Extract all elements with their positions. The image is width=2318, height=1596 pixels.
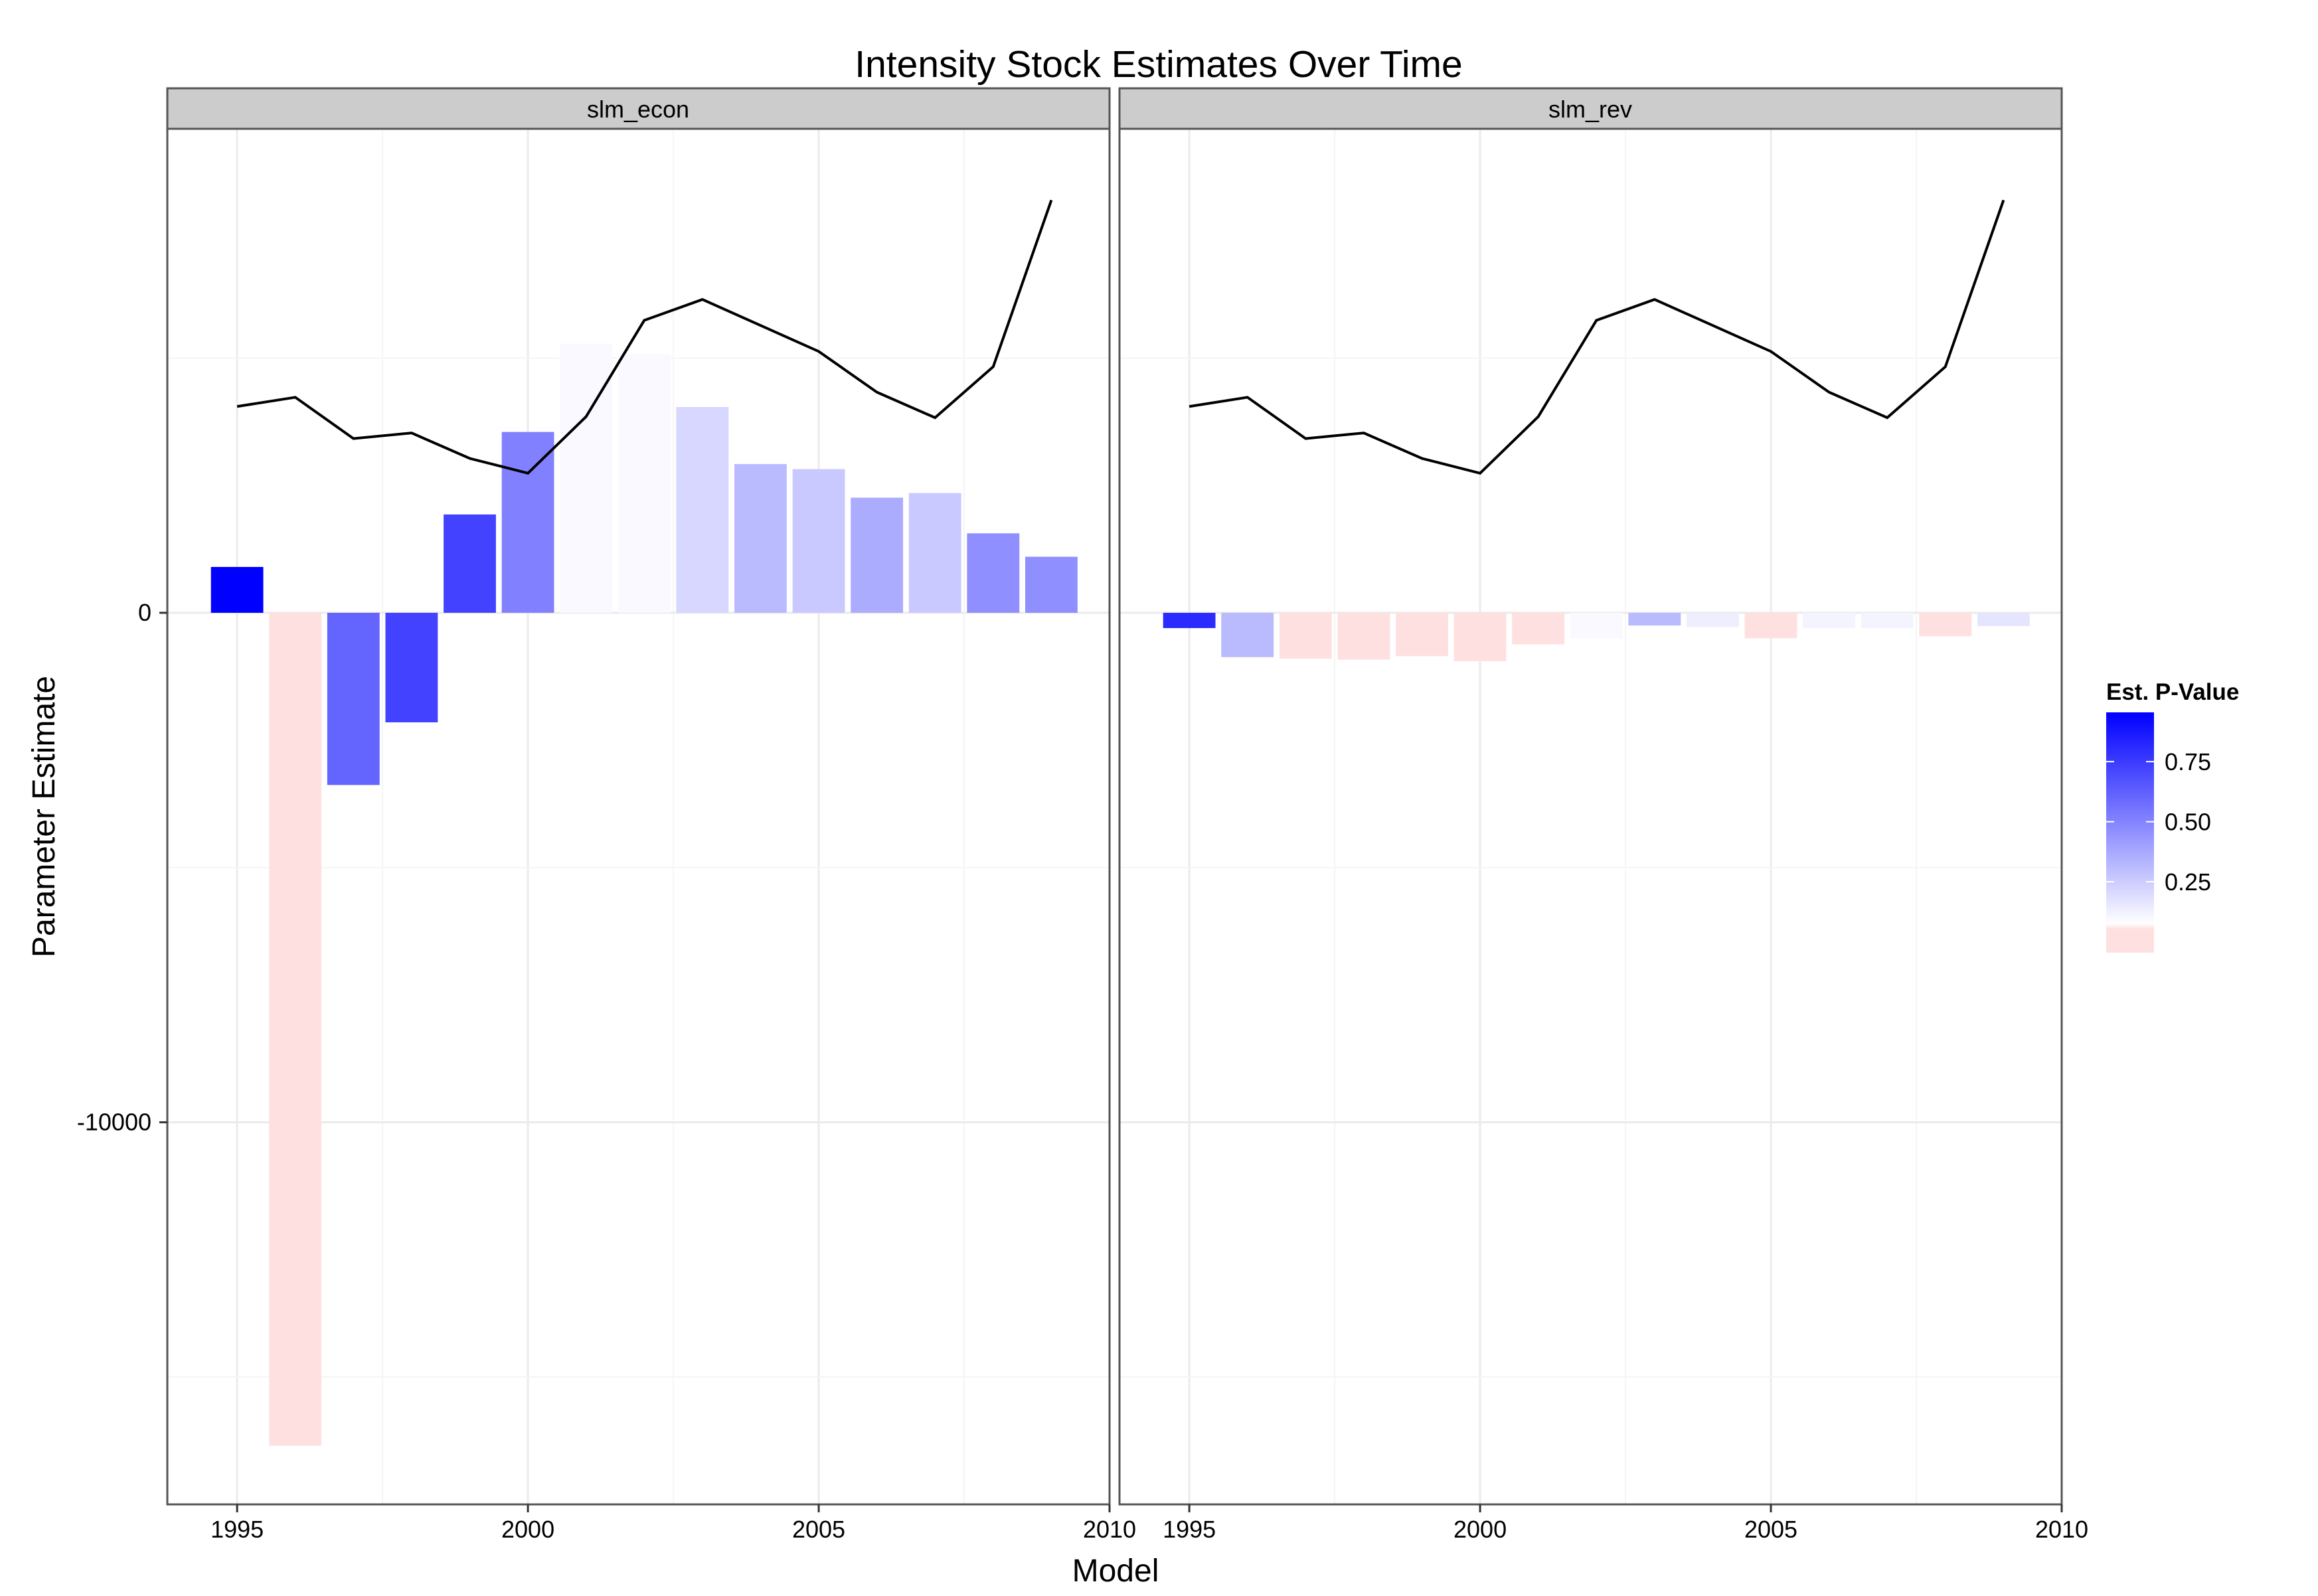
trend-line [1189, 199, 2005, 475]
bar [1919, 613, 1972, 637]
x-axis-ticks: 1995 2000 2005 2010 [210, 1504, 1136, 1543]
bar [1861, 613, 1914, 629]
bar [1744, 613, 1797, 639]
bar [501, 432, 554, 613]
bar [618, 354, 671, 613]
bar [1025, 556, 1078, 613]
bar [1570, 613, 1623, 639]
bar-layer [1163, 613, 2030, 661]
trend-line [236, 199, 1053, 475]
x-tick-label: 2000 [1453, 1516, 1507, 1543]
x-tick-label: 2010 [1083, 1516, 1136, 1543]
legend-tick-label: 0.25 [2165, 868, 2211, 896]
panel-border [166, 127, 1111, 1506]
legend-colorbar [2106, 712, 2154, 953]
x-tick-label: 1995 [210, 1516, 264, 1543]
x-tick-label: 2000 [501, 1516, 554, 1543]
bar [1337, 613, 1390, 660]
bar [1163, 613, 1216, 629]
x-tick-label: 2010 [2035, 1516, 2088, 1543]
x-axis-ticks: 1995 2000 2005 2010 [1163, 1504, 2088, 1543]
bar [1803, 613, 1856, 629]
y-tick-label: 0 [138, 599, 151, 626]
bar [1512, 613, 1565, 645]
bar [908, 493, 961, 613]
bar [385, 613, 438, 723]
bar [444, 514, 496, 613]
line-layer [1189, 199, 2005, 475]
facet-strip [1118, 87, 2063, 130]
facet-panel-slm-econ: slm_econ 1995 2000 2005 2010 [166, 87, 1136, 1543]
x-tick-label: 2005 [1744, 1516, 1797, 1543]
bar [1977, 613, 2030, 626]
y-axis: 0 -10000 [77, 599, 167, 1135]
bar [1221, 613, 1274, 657]
facet-panel-slm-rev: slm_rev 1995 2000 2005 2010 [1118, 87, 2088, 1543]
plot-title: Intensity Stock Estimates Over Time [855, 43, 1462, 86]
legend: Est. P-Value 0.75 0.50 0.25 [2106, 679, 2239, 953]
bar [851, 497, 904, 613]
legend-title: Est. P-Value [2106, 679, 2239, 705]
x-tick-label: 2005 [792, 1516, 845, 1543]
bar [1396, 613, 1448, 657]
x-axis-title: Model [1072, 1554, 1159, 1589]
bar [327, 613, 380, 785]
legend-tick-label: 0.50 [2165, 809, 2211, 836]
y-axis-title: Parameter Estimate [27, 676, 62, 957]
facet-strip-label: slm_econ [587, 96, 689, 123]
facet-strip [166, 87, 1111, 130]
bar [1687, 613, 1739, 627]
panel-border [1118, 127, 2063, 1506]
bar [967, 533, 1020, 613]
bar [734, 463, 787, 613]
bar [269, 613, 322, 1446]
legend-tick-label: 0.75 [2165, 748, 2211, 775]
legend-ticks: 0.75 0.50 0.25 [2106, 748, 2211, 896]
bar [1628, 613, 1681, 626]
bar [676, 407, 729, 613]
bar [1279, 613, 1332, 659]
bar-layer [210, 343, 1078, 1446]
facet-strip-label: slm_rev [1548, 96, 1632, 123]
line-layer [236, 199, 1053, 475]
x-tick-label: 1995 [1163, 1516, 1216, 1543]
y-tick-label: -10000 [77, 1108, 151, 1135]
bar [792, 469, 845, 613]
bar [1453, 613, 1507, 661]
bar [210, 566, 264, 613]
